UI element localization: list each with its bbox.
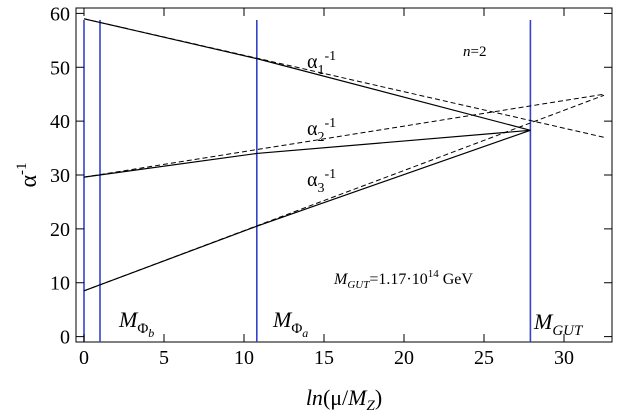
dashed-line-2 [83, 93, 605, 178]
x-tick-label: 20 [394, 347, 414, 369]
y-tick-label: 20 [50, 219, 70, 241]
annotation-mgut: MGUT=1.17·1014 GeV [333, 268, 473, 291]
y-tick-label: 50 [50, 57, 70, 79]
x-tick-label: 15 [314, 347, 334, 369]
solid-series [83, 18, 531, 292]
vertical-lines [83, 20, 532, 342]
y-tick-label: 40 [50, 111, 70, 133]
y-tick-label: 0 [60, 327, 70, 349]
plot-frame [75, 7, 613, 343]
dashed-series [83, 18, 605, 292]
x-axis-label: ln(μ/MZ) [306, 385, 382, 414]
series-label-alpha2: α2-1 [307, 116, 336, 145]
y-tick-label: 60 [50, 3, 70, 25]
y-axis-ticks: 0 10 20 30 40 50 60 [50, 3, 612, 349]
solid-line-alpha3 [83, 129, 531, 292]
x-tick-label: 30 [554, 347, 574, 369]
x-axis-ticks: 0 5 10 15 20 25 30 [79, 8, 574, 369]
annotation-n: n=2 [463, 44, 486, 60]
y-tick-label: 10 [50, 273, 70, 295]
y-tick-label: 30 [50, 165, 70, 187]
vline-label-mgut: MGUT [533, 309, 584, 339]
series-label-alpha3: α3-1 [307, 167, 336, 196]
x-tick-label: 0 [79, 347, 89, 369]
solid-line-alpha2 [83, 129, 531, 178]
vline-label-mphia: MΦa [272, 307, 308, 340]
x-tick-label: 25 [474, 347, 494, 369]
y-axis-label: α-1 [14, 162, 42, 187]
series-label-alpha1: α1-1 [307, 49, 336, 78]
x-tick-label: 5 [159, 347, 169, 369]
vline-label-mphib: MΦb [118, 307, 154, 340]
x-tick-label: 10 [234, 347, 254, 369]
solid-line-alpha1 [83, 18, 531, 131]
